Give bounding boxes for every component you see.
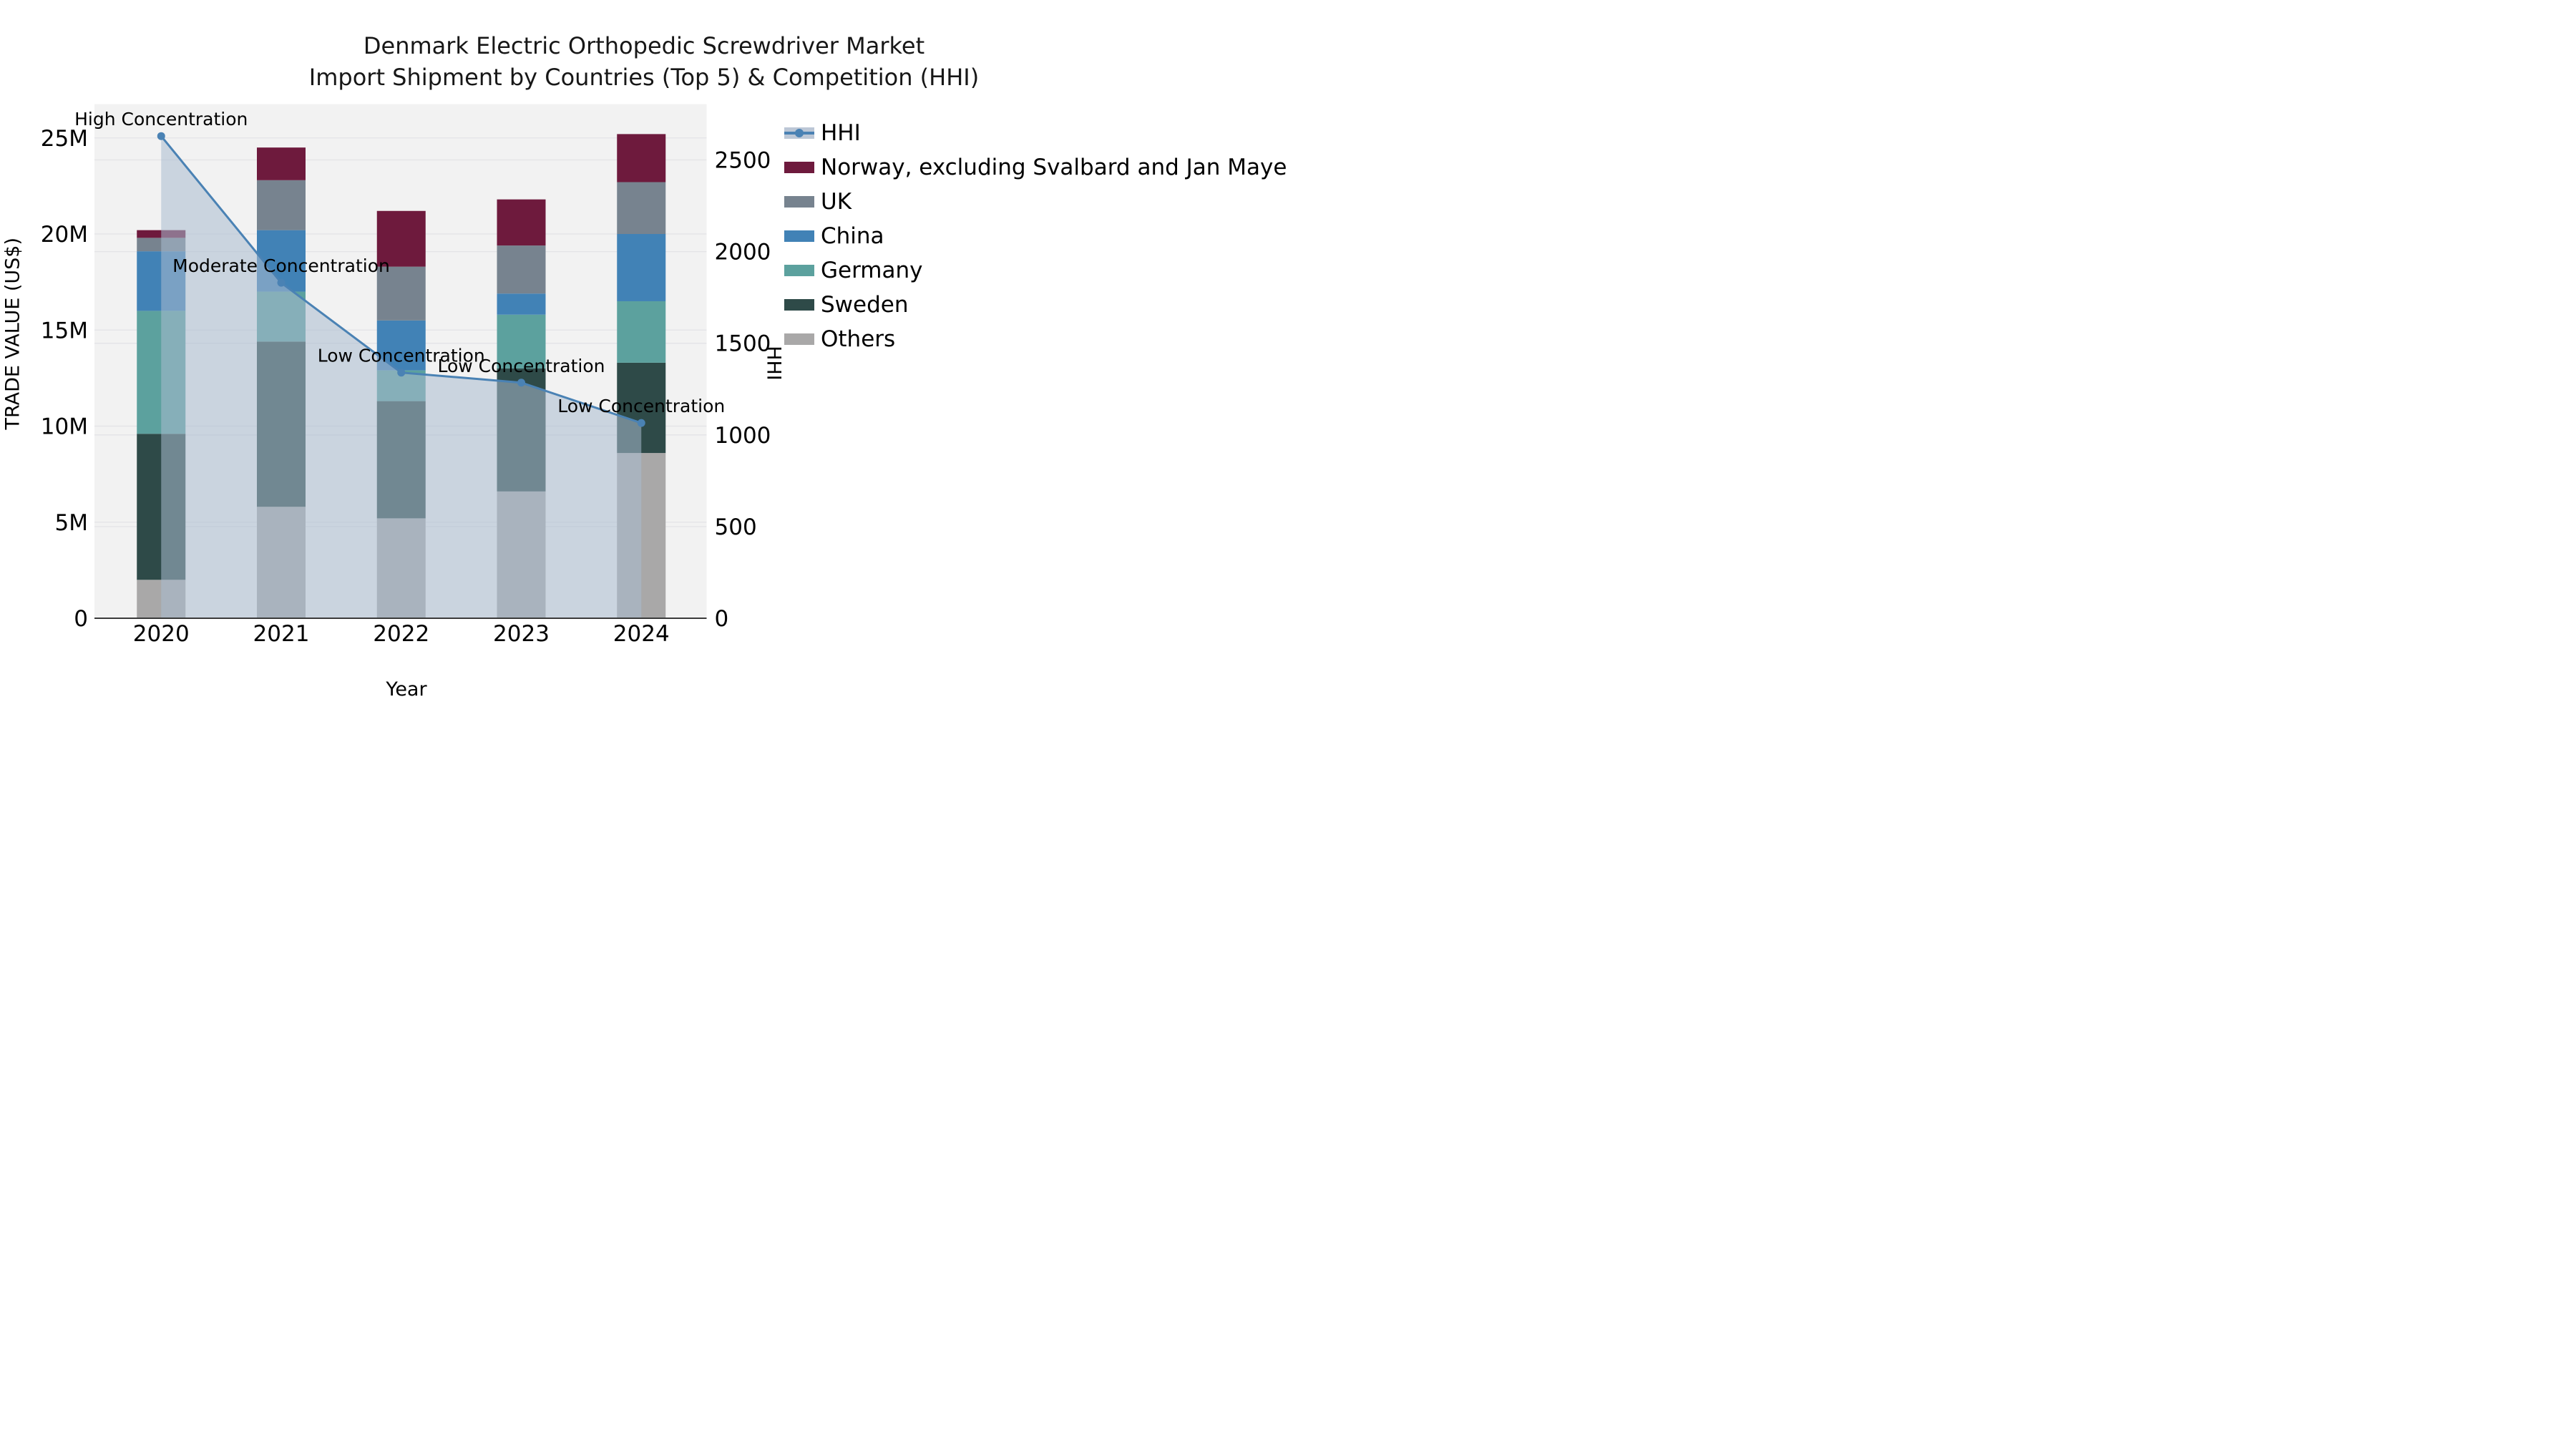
bar-segment-china [617, 234, 666, 301]
bar-segment-norway [617, 134, 666, 182]
annotation-label: Low Concentration [437, 356, 605, 376]
legend-item: Norway, excluding Svalbard and Jan Mayen [784, 155, 1288, 180]
bar-segment-uk [376, 266, 426, 321]
hhi-marker [637, 419, 645, 427]
annotation-label: High Concentration [74, 109, 248, 130]
left-axis-title: TRADE VALUE (US$) [1, 237, 24, 430]
legend-item: Others [784, 326, 896, 352]
bar-segment-germany [617, 301, 666, 363]
left-axis-tick-label: 25M [41, 126, 88, 152]
legend-item: Germany [784, 258, 923, 283]
bar-segment-china [497, 293, 546, 315]
hhi-marker [517, 379, 525, 387]
right-axis-tick-label: 1500 [715, 331, 771, 357]
bar-segment-norway [376, 210, 426, 267]
x-axis-tick-label: 2023 [493, 621, 550, 647]
legend-label: Norway, excluding Svalbard and Jan Mayen [821, 155, 1288, 180]
chart-canvas: High Concentration Moderate Concentration… [41, 104, 771, 647]
left-axis-tick-label: 5M [55, 510, 88, 536]
left-axis-tick-label: 0 [74, 606, 88, 632]
left-axis-tick-label: 15M [41, 318, 88, 343]
legend-item: HHI [784, 120, 861, 146]
bar-segment-uk [617, 182, 666, 234]
bar-segment-uk [257, 180, 306, 230]
x-axis-tick-label: 2021 [253, 621, 310, 647]
x-axis-title: Year [386, 678, 427, 701]
legend-label: Germany [821, 258, 923, 283]
right-axis-tick-label: 1000 [715, 423, 771, 449]
legend-item: China [784, 223, 884, 249]
right-axis-tick-label: 0 [715, 606, 729, 632]
chart-title-line1: Denmark Electric Orthopedic Screwdriver … [363, 32, 925, 59]
hhi-marker [277, 278, 286, 287]
right-axis-tick-label: 2500 [715, 148, 771, 174]
legend-swatch-icon [784, 333, 814, 345]
legend-swatch-icon [784, 299, 814, 311]
bar-segment-uk [497, 245, 546, 294]
legend-swatch-icon [784, 230, 814, 242]
legend-label: China [821, 223, 884, 249]
legend-label: Others [821, 326, 896, 352]
legend-item: UK [784, 189, 852, 215]
chart-title-line2: Import Shipment by Countries (Top 5) & C… [308, 64, 980, 91]
figure: Denmark Electric Orthopedic Screwdriver … [0, 0, 1288, 725]
annotation-label: Moderate Concentration [172, 255, 390, 276]
annotation-label: Low Concentration [318, 346, 485, 366]
legend-swatch-icon [784, 162, 814, 173]
annotation-label: Low Concentration [557, 396, 725, 416]
x-axis-tick-label: 2020 [133, 621, 190, 647]
right-axis-title: HHI [762, 346, 785, 381]
right-axis-tick-label: 500 [715, 514, 757, 540]
bar-segment-norway [257, 147, 306, 180]
bar-segment-germany [497, 314, 546, 369]
hhi-marker [157, 132, 165, 140]
x-axis-tick-label: 2024 [613, 621, 670, 647]
left-axis-tick-label: 10M [41, 414, 88, 440]
x-axis-tick-label: 2022 [373, 621, 429, 647]
legend-label: Sweden [821, 292, 909, 318]
bar-segment-norway [497, 199, 546, 246]
legend-swatch-icon [784, 196, 814, 208]
legend-label: HHI [821, 120, 861, 146]
legend-label: UK [821, 189, 852, 215]
right-axis-tick-label: 2000 [715, 240, 771, 265]
hhi-marker [397, 369, 406, 377]
legend-hhi-line-icon [784, 127, 814, 139]
left-axis-tick-label: 20M [41, 222, 88, 248]
hhi-area-fill [161, 136, 642, 619]
legend-item: Sweden [784, 292, 909, 318]
legend-swatch-icon [784, 265, 814, 276]
